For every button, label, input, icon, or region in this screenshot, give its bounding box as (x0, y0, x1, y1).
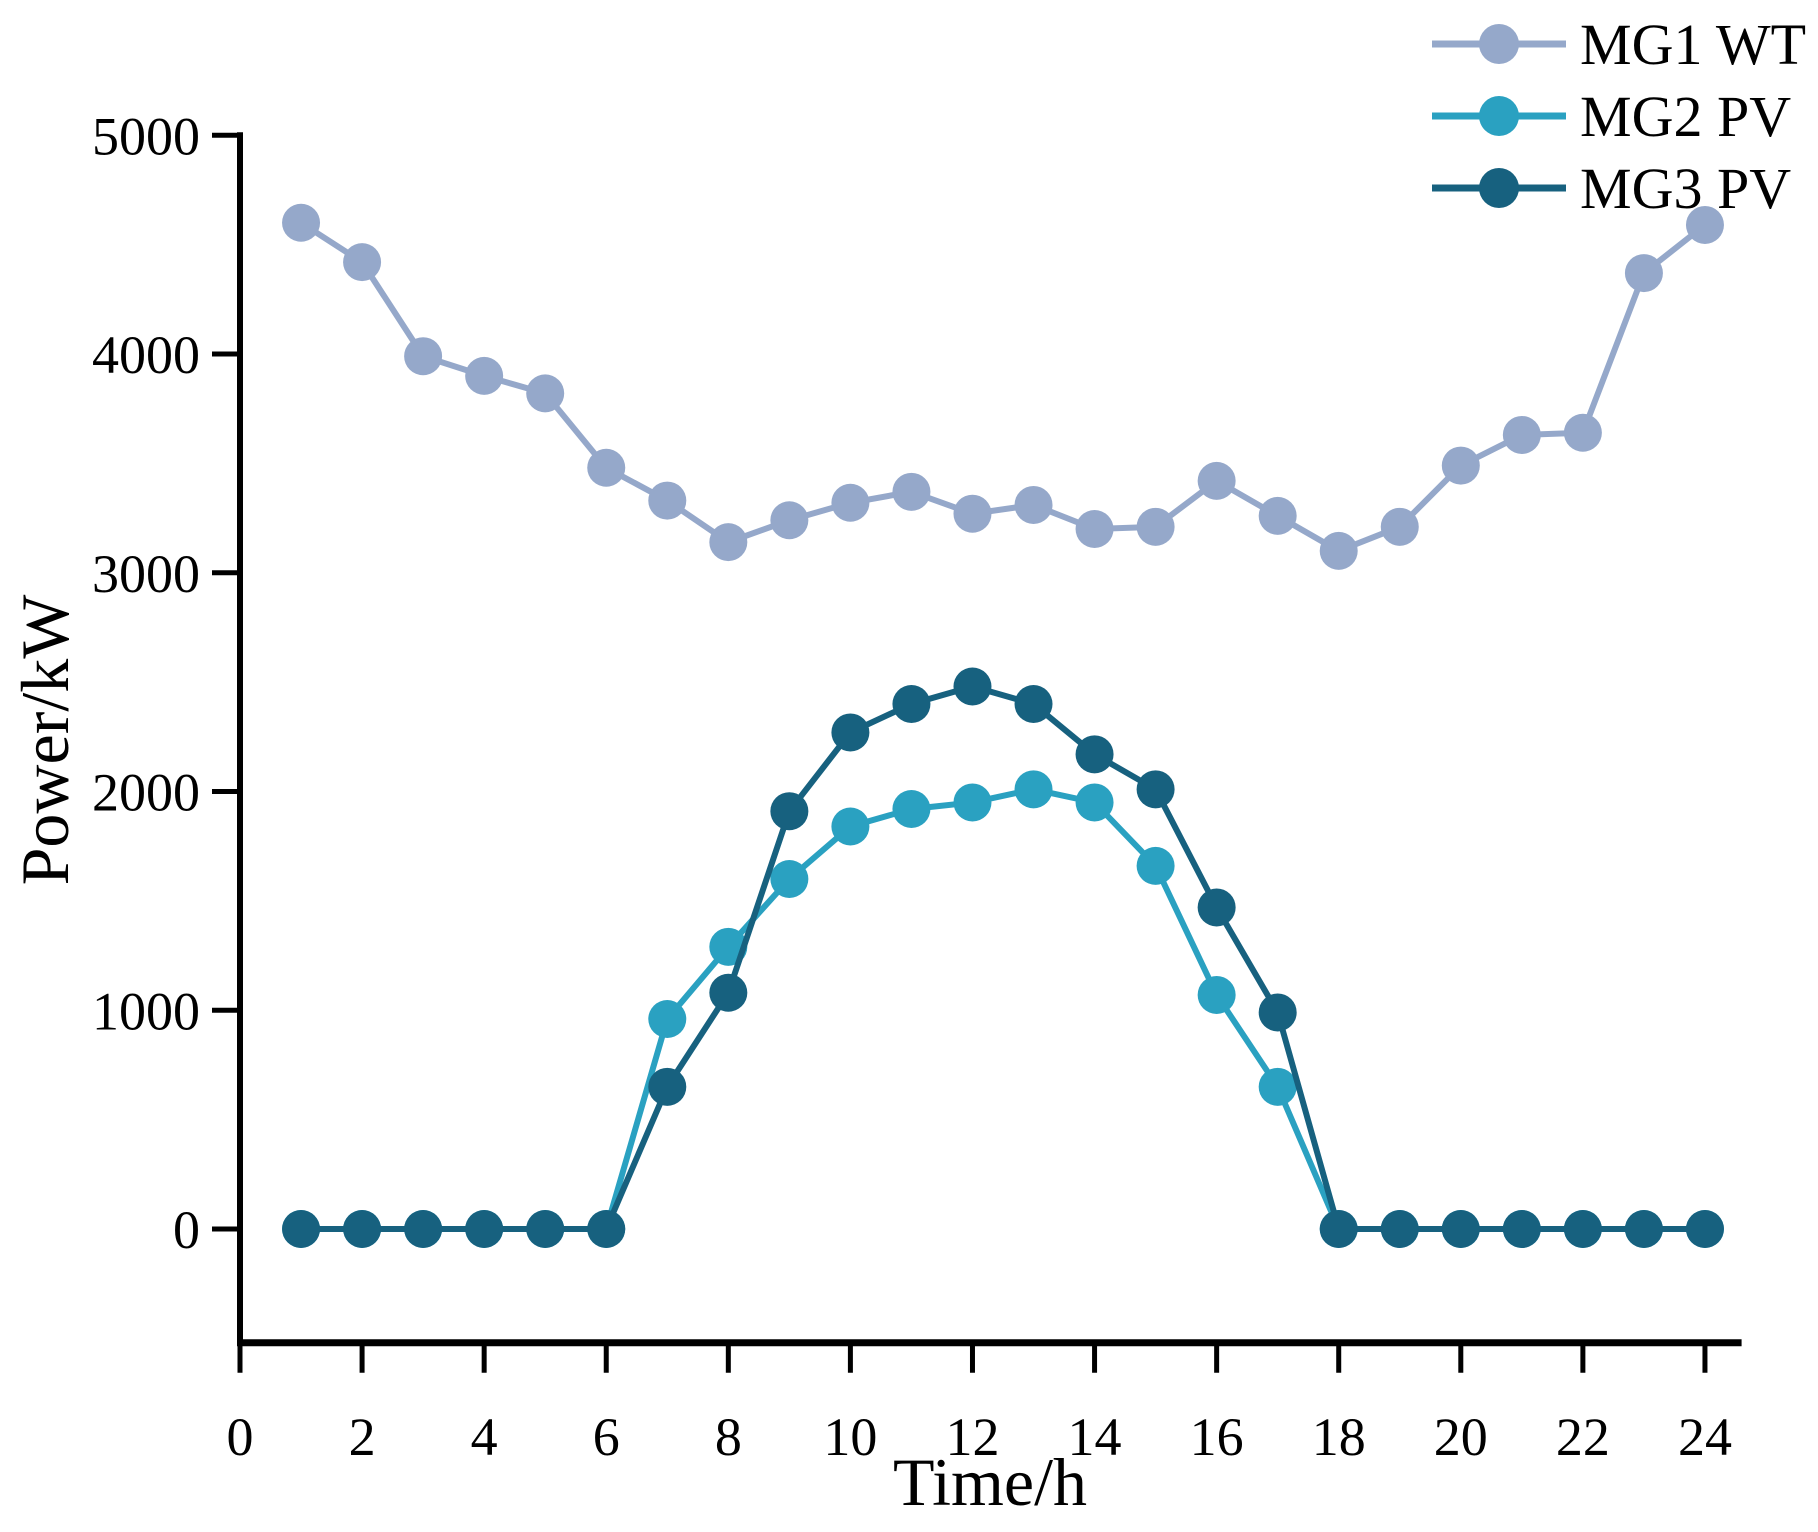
y-tick-label: 2000 (92, 763, 200, 823)
data-point (1136, 846, 1175, 885)
data-point (709, 523, 748, 562)
data-point (1014, 770, 1053, 809)
y-tick-label: 4000 (92, 325, 200, 385)
data-point (282, 203, 321, 242)
legend-label: MG2 PV (1580, 84, 1791, 149)
data-point (343, 243, 382, 282)
series-line (301, 786, 1705, 1232)
data-point (465, 1210, 504, 1248)
data-point (1075, 510, 1114, 548)
x-tick-label: 16 (1190, 1407, 1244, 1467)
data-point (953, 783, 992, 822)
series-mg2-pv (282, 770, 1724, 1248)
x-tick-label: 6 (593, 1407, 620, 1467)
legend-entry-mg3-pv: MG3 PV (1432, 156, 1791, 221)
legend-layer: MG1 WT MG2 PV MG3 PV (1432, 12, 1806, 221)
data-point (648, 1000, 687, 1038)
x-tick-label: 12 (945, 1407, 999, 1467)
series-mg1-wt (282, 203, 1724, 570)
data-point (1563, 1210, 1602, 1248)
y-tick-label: 5000 (92, 106, 200, 166)
x-tick-label: 0 (227, 1407, 254, 1467)
x-tick-label: 4 (471, 1407, 498, 1467)
data-point (1197, 461, 1236, 500)
data-point (1319, 1210, 1358, 1248)
data-point (404, 1210, 443, 1248)
x-tick-label: 14 (1068, 1407, 1122, 1467)
x-tick-label: 8 (715, 1407, 742, 1467)
series-line (299, 220, 1707, 555)
data-point (1197, 888, 1236, 927)
data-point (1685, 1210, 1724, 1248)
y-axis-title: Power/kW (7, 594, 83, 886)
data-point (831, 483, 870, 522)
data-point (1624, 1210, 1663, 1248)
data-point (1136, 770, 1175, 809)
y-tick-label: 1000 (92, 981, 200, 1041)
data-point (1502, 415, 1541, 454)
data-point (892, 472, 931, 511)
data-point (1319, 531, 1358, 570)
data-point (953, 667, 992, 706)
data-point (404, 337, 443, 376)
x-tick-label: 18 (1312, 1407, 1366, 1467)
data-point (587, 1210, 626, 1248)
legend-label: MG1 WT (1580, 12, 1806, 77)
x-axis-title: Time/h (893, 1444, 1087, 1520)
data-point (1014, 685, 1053, 723)
data-point (1197, 975, 1236, 1014)
legend-label: MG3 PV (1580, 156, 1791, 221)
data-point (1075, 783, 1114, 822)
data-point (1441, 1210, 1480, 1248)
data-point (1258, 1067, 1297, 1106)
data-point (1014, 485, 1053, 524)
data-point (282, 1210, 321, 1248)
x-tick-label: 20 (1434, 1407, 1488, 1467)
data-point (1563, 413, 1602, 452)
legend-marker-dot (1479, 168, 1519, 208)
data-point (526, 374, 565, 413)
data-point (770, 792, 809, 831)
x-tick-label: 2 (349, 1407, 376, 1467)
series-mg3-pv (282, 667, 1724, 1248)
legend-entry-mg1-wt: MG1 WT (1432, 12, 1806, 77)
data-point (648, 1067, 687, 1106)
data-point (770, 501, 809, 540)
data-point (831, 713, 870, 752)
data-point (587, 448, 626, 487)
data-point (1258, 993, 1297, 1032)
data-point (1258, 496, 1297, 535)
data-point (831, 807, 870, 846)
legend-entry-mg2-pv: MG2 PV (1432, 84, 1791, 149)
data-point (526, 1210, 565, 1248)
y-tick-label: 0 (173, 1200, 200, 1260)
data-point (648, 481, 687, 520)
data-point (892, 685, 931, 723)
data-point (770, 860, 809, 898)
data-point (1441, 446, 1480, 485)
data-point (1624, 254, 1663, 293)
x-tick-label: 10 (823, 1407, 877, 1467)
x-tick-label: 22 (1556, 1407, 1610, 1467)
data-point (343, 1210, 382, 1248)
data-point (1685, 205, 1724, 244)
data-point (709, 973, 748, 1012)
series-layer (282, 203, 1724, 1248)
data-point (1075, 735, 1114, 774)
data-point (892, 790, 931, 828)
series-line (301, 683, 1705, 1232)
data-point (1380, 507, 1419, 546)
data-point (465, 356, 504, 395)
data-point (1380, 1210, 1419, 1248)
y-tick-label: 3000 (92, 544, 200, 604)
data-point (953, 494, 992, 533)
x-tick-label: 24 (1678, 1407, 1732, 1467)
legend-marker-dot (1479, 24, 1519, 64)
data-point (1136, 507, 1175, 546)
data-point (1502, 1210, 1541, 1248)
legend-marker-dot (1479, 96, 1519, 136)
